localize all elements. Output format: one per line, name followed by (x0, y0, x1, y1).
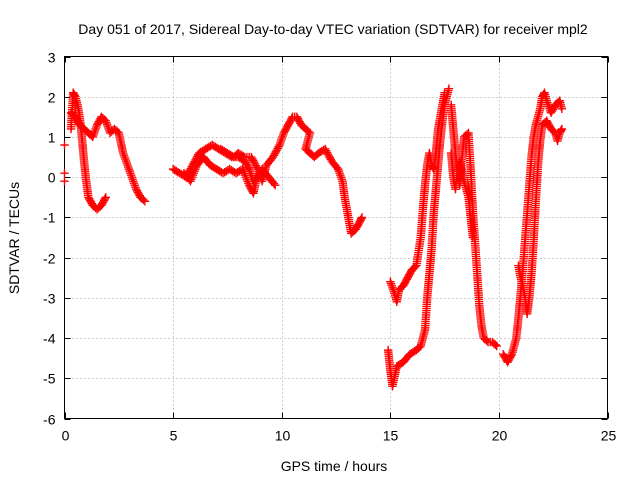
data-point (492, 341, 501, 351)
series-arc-20-23b (514, 116, 567, 319)
data-point (357, 213, 367, 222)
data-point (238, 151, 248, 161)
data-point (557, 104, 567, 113)
data-point (557, 124, 567, 134)
x-tick-label: 10 (275, 428, 291, 444)
x-tick-label: 15 (383, 428, 399, 444)
y-tick-label: -6 (43, 412, 56, 428)
series-arc-0-4a (66, 88, 110, 214)
y-tick-label: -5 (43, 371, 56, 387)
y-tick-label: -2 (43, 251, 56, 267)
series-arc-5-10b (179, 152, 263, 198)
data-point (491, 340, 500, 349)
data-point (139, 195, 148, 205)
data-point (100, 194, 110, 204)
series-left-edge (60, 140, 69, 186)
data-point (440, 88, 449, 97)
series-arc-17-20b (446, 148, 478, 242)
x-tick-label: 25 (601, 428, 617, 444)
series-arc-8-14 (216, 112, 367, 238)
data-point (70, 91, 79, 100)
data-point (482, 336, 491, 345)
y-tick-label: 3 (48, 50, 56, 66)
x-axis-label: GPS time / hours (281, 458, 388, 474)
x-tick-label: 20 (492, 428, 508, 444)
data-point (468, 233, 478, 242)
y-tick-label: 2 (48, 90, 56, 106)
data-point (270, 181, 280, 190)
data-point (140, 197, 150, 206)
y-tick-label: -1 (43, 210, 56, 226)
axis-ticks: 0 5 10 15 20 25 -6 -5 -4 -3 -2 -1 0 1 2 3 (43, 50, 616, 444)
plot-frame (64, 56, 608, 419)
x-tick-label: 5 (170, 428, 178, 444)
y-tick-label: 0 (48, 170, 56, 186)
data-point (269, 179, 279, 188)
data-point (60, 176, 69, 186)
x-tick-label: 0 (62, 428, 70, 444)
series-arc-15-17b (386, 88, 449, 307)
data-points (60, 84, 567, 391)
y-tick-label: -4 (43, 331, 56, 347)
data-point (444, 84, 454, 93)
data-point (244, 163, 253, 172)
data-point (556, 126, 566, 135)
series-arc-15-17a (383, 84, 454, 391)
chart-title: Day 051 of 2017, Sidereal Day-to-day VTE… (78, 21, 588, 37)
data-point (101, 193, 110, 202)
data-point (60, 140, 69, 150)
y-tick-label: -3 (43, 291, 56, 307)
y-axis-label: SDTVAR / TECUs (6, 182, 22, 294)
y-tick-label: 1 (48, 130, 56, 146)
data-point (506, 351, 516, 360)
series-arc-0-4b (66, 108, 150, 206)
data-point (60, 168, 69, 178)
data-point (357, 214, 366, 223)
